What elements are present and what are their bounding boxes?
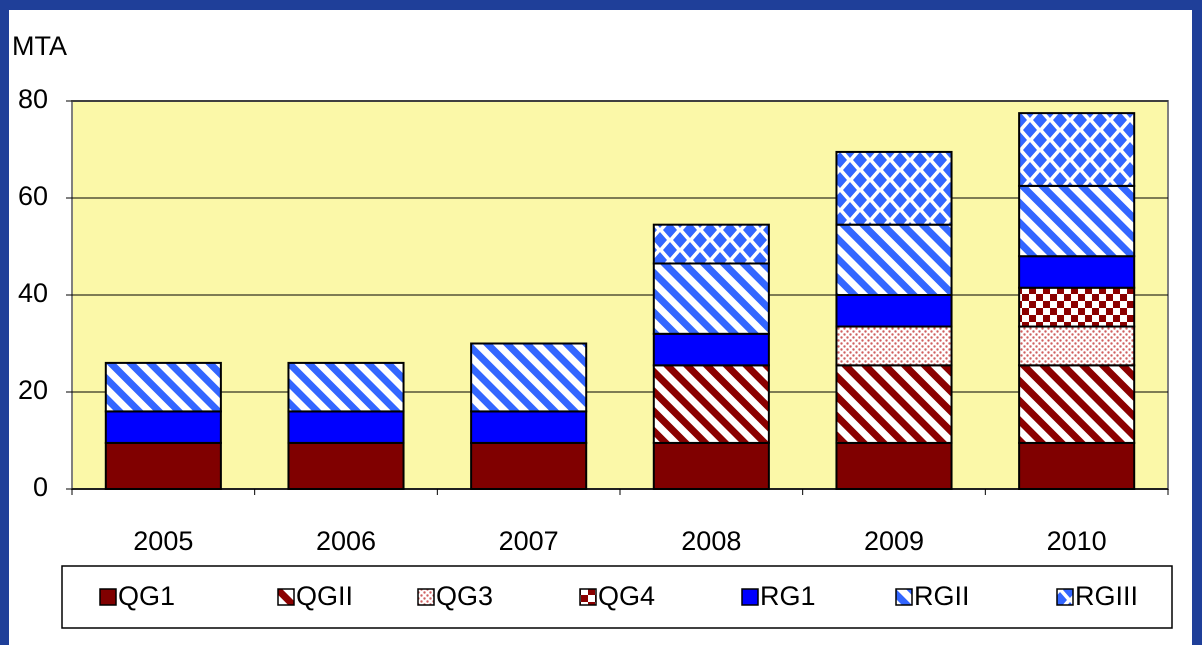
bar-segment (1018, 286, 1136, 328)
legend-swatch (99, 588, 117, 606)
bar-segment (652, 441, 770, 490)
legend-label: QGII (296, 581, 353, 611)
bar-segment (652, 364, 770, 444)
bar-segment (470, 441, 588, 490)
bar-segment (104, 361, 222, 413)
x-tick-label: 2005 (133, 526, 193, 556)
bar-segment (652, 262, 770, 335)
bar-segment (835, 294, 953, 328)
legend-swatch (277, 588, 295, 606)
x-tick-label: 2006 (316, 526, 376, 556)
bar-segment (1018, 255, 1136, 289)
y-tick-label: 0 (33, 472, 48, 502)
x-tick-label: 2007 (499, 526, 559, 556)
bar-segment (835, 223, 953, 296)
bar-segment (835, 150, 953, 226)
y-tick-label: 20 (18, 375, 48, 405)
legend-swatch (895, 588, 913, 606)
bar-segment (1018, 112, 1136, 187)
x-tick-label: 2010 (1047, 526, 1107, 556)
bar-segment (287, 441, 405, 490)
bar-segment (1018, 441, 1136, 490)
legend-label: RG1 (760, 581, 816, 611)
y-tick-label: 40 (18, 278, 48, 308)
legend-swatch (417, 588, 435, 606)
x-tick-label: 2008 (681, 526, 741, 556)
bar-segment (835, 364, 953, 444)
legend-swatch (579, 588, 597, 606)
bar-segment (104, 441, 222, 490)
legend-label: RGII (914, 581, 970, 611)
bar-segment (470, 342, 588, 413)
legend-label: QG3 (436, 581, 493, 611)
bar-segment (835, 441, 953, 490)
y-axis-label: MTA (12, 31, 67, 61)
bar-segment (287, 361, 405, 413)
bar-segment (652, 332, 770, 367)
x-tick-label: 2009 (864, 526, 924, 556)
bar-segment (1018, 325, 1136, 367)
legend-label: QG1 (118, 581, 175, 611)
legend-swatch (741, 588, 759, 606)
legend-label: QG4 (598, 581, 655, 611)
bar-segment (104, 410, 222, 444)
legend-label: RGIII (1075, 581, 1138, 611)
y-tick-label: 60 (18, 181, 48, 211)
bar-segment (652, 223, 770, 265)
legend (61, 565, 1173, 629)
legend-swatch (1056, 588, 1074, 606)
bar-segment (1018, 364, 1136, 444)
bar-segment (287, 410, 405, 444)
bar-segment (470, 410, 588, 444)
bar-segment (835, 325, 953, 367)
bar-segment (1018, 184, 1136, 258)
y-tick-label: 80 (18, 84, 48, 114)
